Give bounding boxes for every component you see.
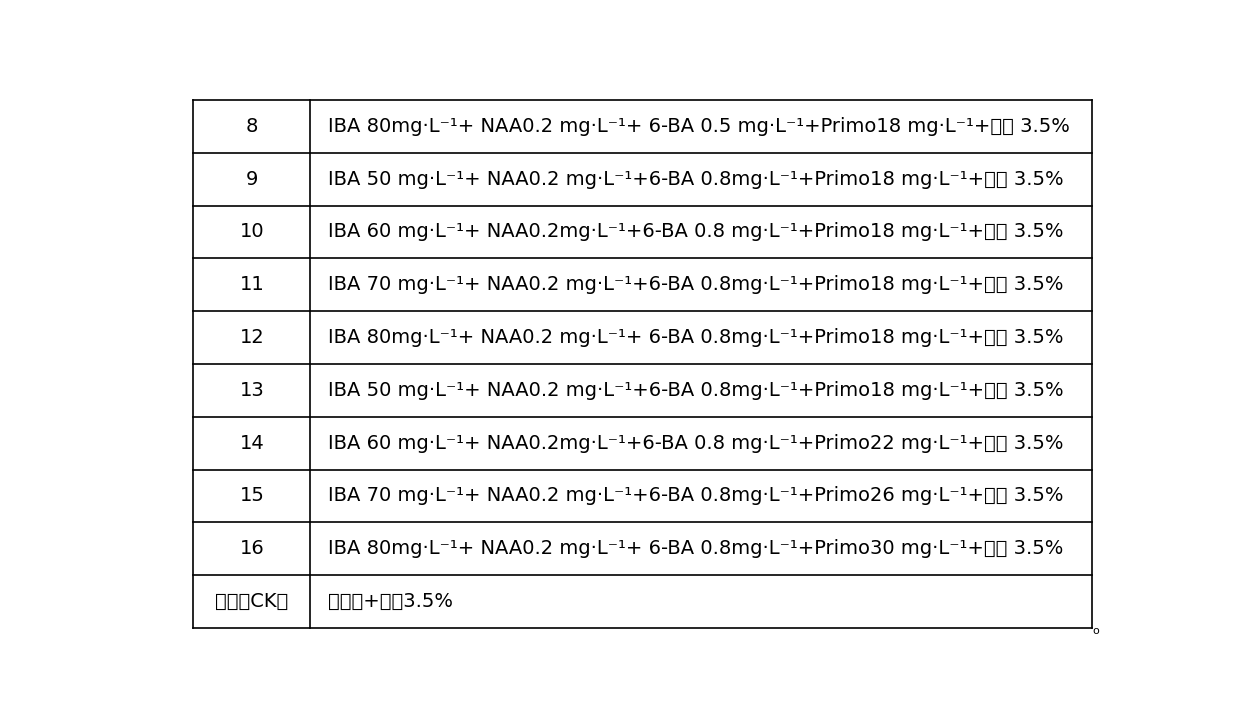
Text: 8: 8 (246, 117, 258, 136)
Text: IBA 50 mg·L⁻¹+ NAA0.2 mg·L⁻¹+6-BA 0.8mg·L⁻¹+Primo18 mg·L⁻¹+尿素 3.5%: IBA 50 mg·L⁻¹+ NAA0.2 mg·L⁻¹+6-BA 0.8mg·… (327, 381, 1063, 400)
Text: IBA 60 mg·L⁻¹+ NAA0.2mg·L⁻¹+6-BA 0.8 mg·L⁻¹+Primo22 mg·L⁻¹+尿素 3.5%: IBA 60 mg·L⁻¹+ NAA0.2mg·L⁻¹+6-BA 0.8 mg·… (327, 434, 1063, 452)
Text: 10: 10 (239, 223, 264, 241)
Text: 蔽馏水+尿素3.5%: 蔽馏水+尿素3.5% (327, 592, 453, 611)
Text: IBA 80mg·L⁻¹+ NAA0.2 mg·L⁻¹+ 6-BA 0.8mg·L⁻¹+Primo30 mg·L⁻¹+尿素 3.5%: IBA 80mg·L⁻¹+ NAA0.2 mg·L⁻¹+ 6-BA 0.8mg·… (327, 539, 1063, 559)
Text: o: o (1092, 626, 1099, 636)
Text: 13: 13 (239, 381, 264, 400)
Text: IBA 80mg·L⁻¹+ NAA0.2 mg·L⁻¹+ 6-BA 0.5 mg·L⁻¹+Primo18 mg·L⁻¹+尿素 3.5%: IBA 80mg·L⁻¹+ NAA0.2 mg·L⁻¹+ 6-BA 0.5 mg… (327, 117, 1069, 136)
Text: 9: 9 (246, 169, 258, 189)
Text: 对照（CK）: 对照（CK） (216, 592, 289, 611)
Text: 11: 11 (239, 275, 264, 294)
Text: IBA 60 mg·L⁻¹+ NAA0.2mg·L⁻¹+6-BA 0.8 mg·L⁻¹+Primo18 mg·L⁻¹+尿素 3.5%: IBA 60 mg·L⁻¹+ NAA0.2mg·L⁻¹+6-BA 0.8 mg·… (327, 223, 1063, 241)
Text: IBA 80mg·L⁻¹+ NAA0.2 mg·L⁻¹+ 6-BA 0.8mg·L⁻¹+Primo18 mg·L⁻¹+尿素 3.5%: IBA 80mg·L⁻¹+ NAA0.2 mg·L⁻¹+ 6-BA 0.8mg·… (327, 328, 1063, 347)
Text: IBA 70 mg·L⁻¹+ NAA0.2 mg·L⁻¹+6-BA 0.8mg·L⁻¹+Primo26 mg·L⁻¹+尿素 3.5%: IBA 70 mg·L⁻¹+ NAA0.2 mg·L⁻¹+6-BA 0.8mg·… (327, 487, 1063, 505)
Text: 16: 16 (239, 539, 264, 559)
Text: IBA 70 mg·L⁻¹+ NAA0.2 mg·L⁻¹+6-BA 0.8mg·L⁻¹+Primo18 mg·L⁻¹+尿素 3.5%: IBA 70 mg·L⁻¹+ NAA0.2 mg·L⁻¹+6-BA 0.8mg·… (327, 275, 1063, 294)
Text: 14: 14 (239, 434, 264, 452)
Text: 15: 15 (239, 487, 264, 505)
Text: 12: 12 (239, 328, 264, 347)
Text: IBA 50 mg·L⁻¹+ NAA0.2 mg·L⁻¹+6-BA 0.8mg·L⁻¹+Primo18 mg·L⁻¹+尿素 3.5%: IBA 50 mg·L⁻¹+ NAA0.2 mg·L⁻¹+6-BA 0.8mg·… (327, 169, 1063, 189)
